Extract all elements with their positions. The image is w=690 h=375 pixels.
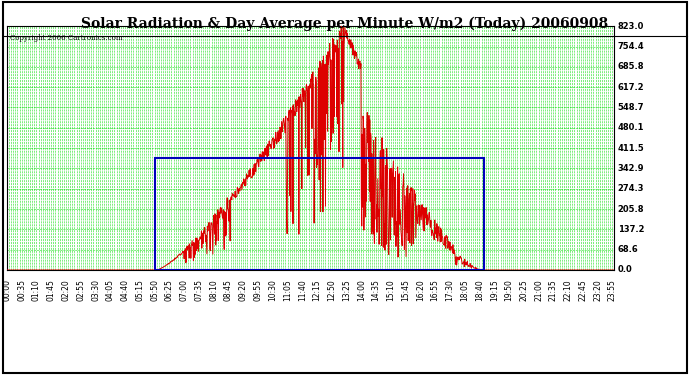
Text: 00:00: 00:00 bbox=[2, 279, 12, 302]
Text: 15:10: 15:10 bbox=[386, 279, 395, 301]
Text: 617.2: 617.2 bbox=[618, 83, 644, 92]
Text: 03:30: 03:30 bbox=[91, 279, 100, 302]
Text: 17:30: 17:30 bbox=[446, 279, 455, 301]
Text: 411.5: 411.5 bbox=[618, 144, 644, 153]
Text: 11:40: 11:40 bbox=[298, 279, 307, 301]
Bar bbox=[155, 158, 484, 270]
Text: 19:15: 19:15 bbox=[490, 279, 499, 301]
Text: 05:15: 05:15 bbox=[135, 279, 144, 301]
Text: 11:05: 11:05 bbox=[283, 279, 292, 301]
Text: 05:50: 05:50 bbox=[150, 279, 159, 302]
Text: 23:55: 23:55 bbox=[608, 279, 617, 301]
Text: 10:30: 10:30 bbox=[268, 279, 277, 301]
Text: 06:25: 06:25 bbox=[165, 279, 174, 301]
Text: 02:55: 02:55 bbox=[76, 279, 86, 301]
Text: 274.3: 274.3 bbox=[618, 184, 644, 193]
Text: 22:45: 22:45 bbox=[578, 279, 587, 301]
Text: 18:40: 18:40 bbox=[475, 279, 484, 301]
Text: 14:35: 14:35 bbox=[372, 279, 381, 301]
Text: 754.4: 754.4 bbox=[618, 42, 644, 51]
Text: 13:25: 13:25 bbox=[342, 279, 351, 301]
Text: 823.0: 823.0 bbox=[618, 22, 644, 31]
Text: 08:45: 08:45 bbox=[224, 279, 233, 301]
Text: 68.6: 68.6 bbox=[618, 245, 638, 254]
Text: 12:50: 12:50 bbox=[327, 279, 336, 301]
Text: 01:10: 01:10 bbox=[32, 279, 41, 301]
Text: 342.9: 342.9 bbox=[618, 164, 644, 173]
Text: 19:50: 19:50 bbox=[504, 279, 513, 301]
Text: 12:15: 12:15 bbox=[313, 279, 322, 301]
Text: 0.0: 0.0 bbox=[618, 266, 632, 274]
Text: 02:20: 02:20 bbox=[61, 279, 70, 301]
Text: 00:35: 00:35 bbox=[17, 279, 26, 302]
Text: Copyright 2006 Cartronics.com: Copyright 2006 Cartronics.com bbox=[10, 34, 123, 42]
Text: Solar Radiation & Day Average per Minute W/m2 (Today) 20060908: Solar Radiation & Day Average per Minute… bbox=[81, 17, 609, 31]
Text: 548.7: 548.7 bbox=[618, 103, 644, 112]
Text: 08:10: 08:10 bbox=[209, 279, 218, 301]
Text: 09:20: 09:20 bbox=[239, 279, 248, 301]
Text: 15:45: 15:45 bbox=[401, 279, 410, 301]
Text: 480.1: 480.1 bbox=[618, 123, 644, 132]
Text: 21:00: 21:00 bbox=[534, 279, 543, 301]
Text: 21:35: 21:35 bbox=[549, 279, 558, 301]
Text: 22:10: 22:10 bbox=[564, 279, 573, 301]
Text: 205.8: 205.8 bbox=[618, 204, 644, 213]
Text: 09:55: 09:55 bbox=[253, 279, 262, 302]
Text: 04:40: 04:40 bbox=[121, 279, 130, 302]
Text: 04:05: 04:05 bbox=[106, 279, 115, 302]
Text: 685.8: 685.8 bbox=[618, 62, 644, 71]
Text: 23:20: 23:20 bbox=[593, 279, 602, 301]
Text: 07:00: 07:00 bbox=[179, 279, 188, 302]
Text: 14:00: 14:00 bbox=[357, 279, 366, 301]
Text: 18:05: 18:05 bbox=[460, 279, 469, 301]
Text: 16:55: 16:55 bbox=[431, 279, 440, 301]
Text: 20:25: 20:25 bbox=[520, 279, 529, 301]
Text: 16:20: 16:20 bbox=[416, 279, 425, 301]
Text: 01:45: 01:45 bbox=[47, 279, 56, 301]
Text: 07:35: 07:35 bbox=[195, 279, 204, 302]
Text: 137.2: 137.2 bbox=[618, 225, 644, 234]
